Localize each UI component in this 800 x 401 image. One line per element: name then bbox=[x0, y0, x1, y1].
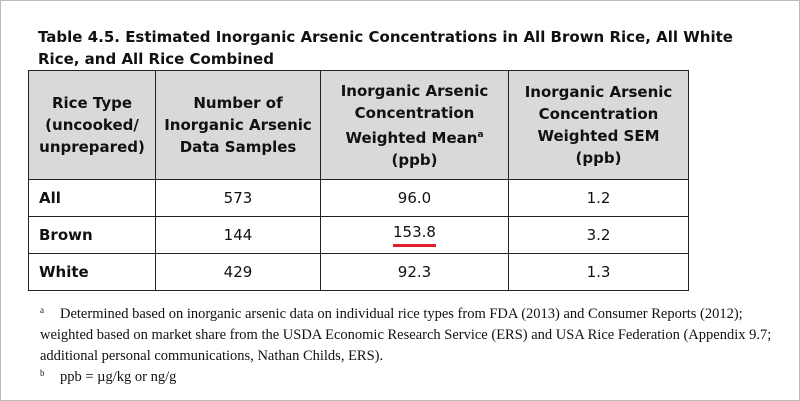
header-cell: Number of Inorganic Arsenic Data Samples bbox=[155, 70, 321, 180]
cell-text: 573 bbox=[223, 189, 253, 207]
cell-text: 1.2 bbox=[586, 189, 611, 207]
header-line: Inorganic Arsenic bbox=[524, 83, 673, 101]
header-line: Inorganic Arsenic bbox=[340, 81, 489, 100]
cell-text: 153.8 bbox=[393, 223, 436, 247]
table-row: Brown 144 153.8 3.2 bbox=[28, 216, 689, 254]
table-cell: 153.8 bbox=[320, 216, 509, 254]
header-cell: Inorganic Arsenic Concentration Weighted S… bbox=[508, 70, 689, 180]
table-cell: White bbox=[28, 253, 156, 291]
footnote-marker: b bbox=[40, 368, 45, 378]
header-line: (ppb) bbox=[575, 149, 622, 167]
table-cell: 96.0 bbox=[320, 179, 509, 217]
footnote-marker: a bbox=[40, 305, 44, 315]
cell-text: 92.3 bbox=[397, 263, 432, 281]
table-body: All 573 96.0 1.2 Brown 144 153.8 3.2 White 429 92.… bbox=[28, 179, 689, 291]
table-cell: 573 bbox=[155, 179, 321, 217]
table-cell: 429 bbox=[155, 253, 321, 291]
header-line: Weighted SEM bbox=[537, 127, 660, 145]
header-line: Rice Type bbox=[51, 94, 133, 112]
header-line: Data Samples bbox=[179, 138, 297, 156]
cell-text: 144 bbox=[223, 226, 253, 244]
table-cell: 3.2 bbox=[508, 216, 689, 254]
cell-text: 429 bbox=[223, 263, 253, 281]
footnote-text: ppb = µg/kg or ng/g bbox=[60, 369, 177, 385]
table-cell: 1.3 bbox=[508, 253, 689, 291]
header-line: (uncooked/ bbox=[45, 116, 139, 134]
header-cell: Rice Type (uncooked/unprepared) bbox=[28, 70, 156, 180]
header-line: Concentration bbox=[354, 103, 475, 122]
cell-text: Brown bbox=[39, 226, 93, 244]
cell-text: White bbox=[39, 263, 89, 281]
table-cell: 144 bbox=[155, 216, 321, 254]
header-line: Number of bbox=[193, 94, 283, 112]
footnote-ref: a bbox=[477, 129, 484, 140]
footnote-text: Determined based on inorganic arsenic da… bbox=[40, 306, 772, 364]
table-cell: Brown bbox=[28, 216, 156, 254]
header-line: Weighted Meana bbox=[345, 128, 484, 147]
table-cell: 92.3 bbox=[320, 253, 509, 291]
header-cell: Inorganic Arsenic Concentration Weighted M… bbox=[320, 70, 509, 180]
table-row: White 429 92.3 1.3 bbox=[28, 253, 689, 291]
footnotes: a Determined based on inorganic arsenic d… bbox=[40, 304, 780, 388]
cell-text: All bbox=[39, 189, 61, 207]
cell-text: 96.0 bbox=[397, 189, 432, 207]
header-line: Inorganic Arsenic bbox=[164, 116, 312, 134]
table-cell: 1.2 bbox=[508, 179, 689, 217]
header-line: Concentration bbox=[538, 105, 659, 123]
cell-text: 1.3 bbox=[586, 263, 611, 281]
table-cell: All bbox=[28, 179, 156, 217]
footnote: a Determined based on inorganic arsenic d… bbox=[40, 304, 780, 367]
header-line: unprepared) bbox=[39, 138, 145, 156]
cell-text: 3.2 bbox=[586, 226, 611, 244]
header-row: Rice Type (uncooked/unprepared) Number of I… bbox=[28, 70, 689, 180]
table-row: All 573 96.0 1.2 bbox=[28, 179, 689, 217]
table-title: Table 4.5. Estimated Inorganic Arsenic C… bbox=[38, 28, 733, 68]
header-line: (ppb) bbox=[391, 150, 438, 169]
data-table: Rice Type (uncooked/unprepared) Number of I… bbox=[28, 70, 689, 291]
footnote: b ppb = µg/kg or ng/g bbox=[40, 367, 780, 388]
